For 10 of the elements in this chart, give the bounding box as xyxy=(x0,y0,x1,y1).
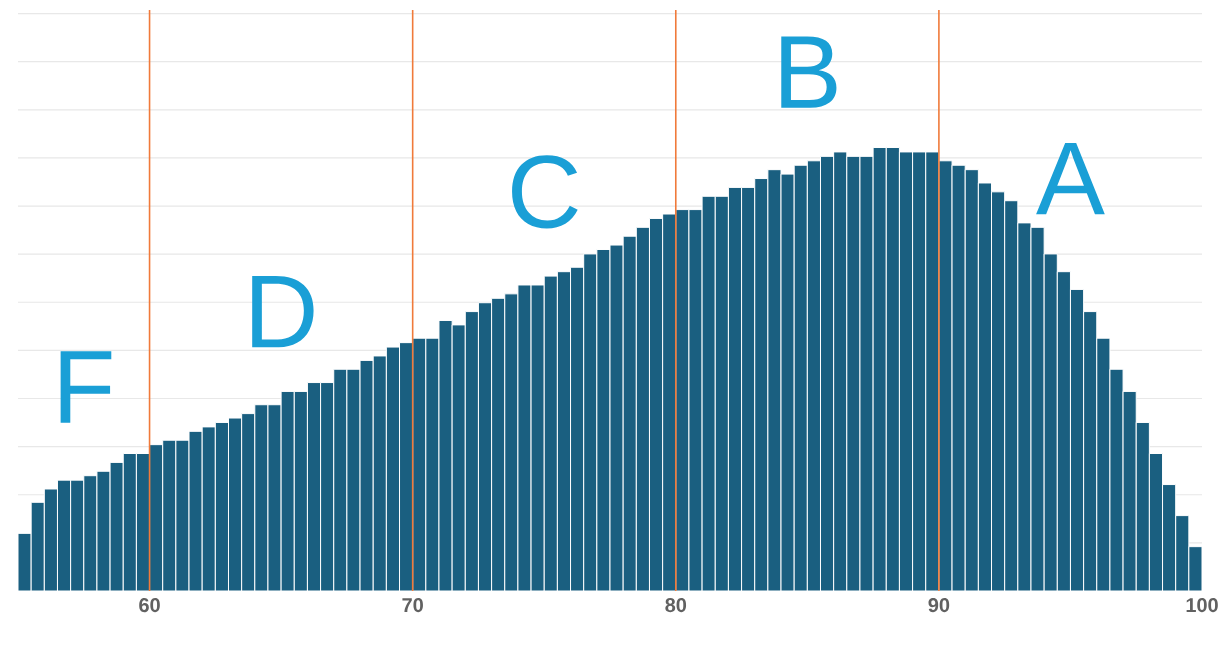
annotation: C xyxy=(512,155,578,229)
annotation: F xyxy=(60,351,112,423)
annotation: D xyxy=(252,275,314,348)
x-tick-label: 100 xyxy=(1186,598,1218,613)
text: B xyxy=(781,36,837,108)
x-tick-label: 80 xyxy=(665,598,687,613)
annotation: A xyxy=(1036,142,1105,215)
x-tick-label: 70 xyxy=(402,598,423,613)
x-tick-label: 60 xyxy=(139,598,160,613)
x-tick-label: 90 xyxy=(928,598,950,613)
